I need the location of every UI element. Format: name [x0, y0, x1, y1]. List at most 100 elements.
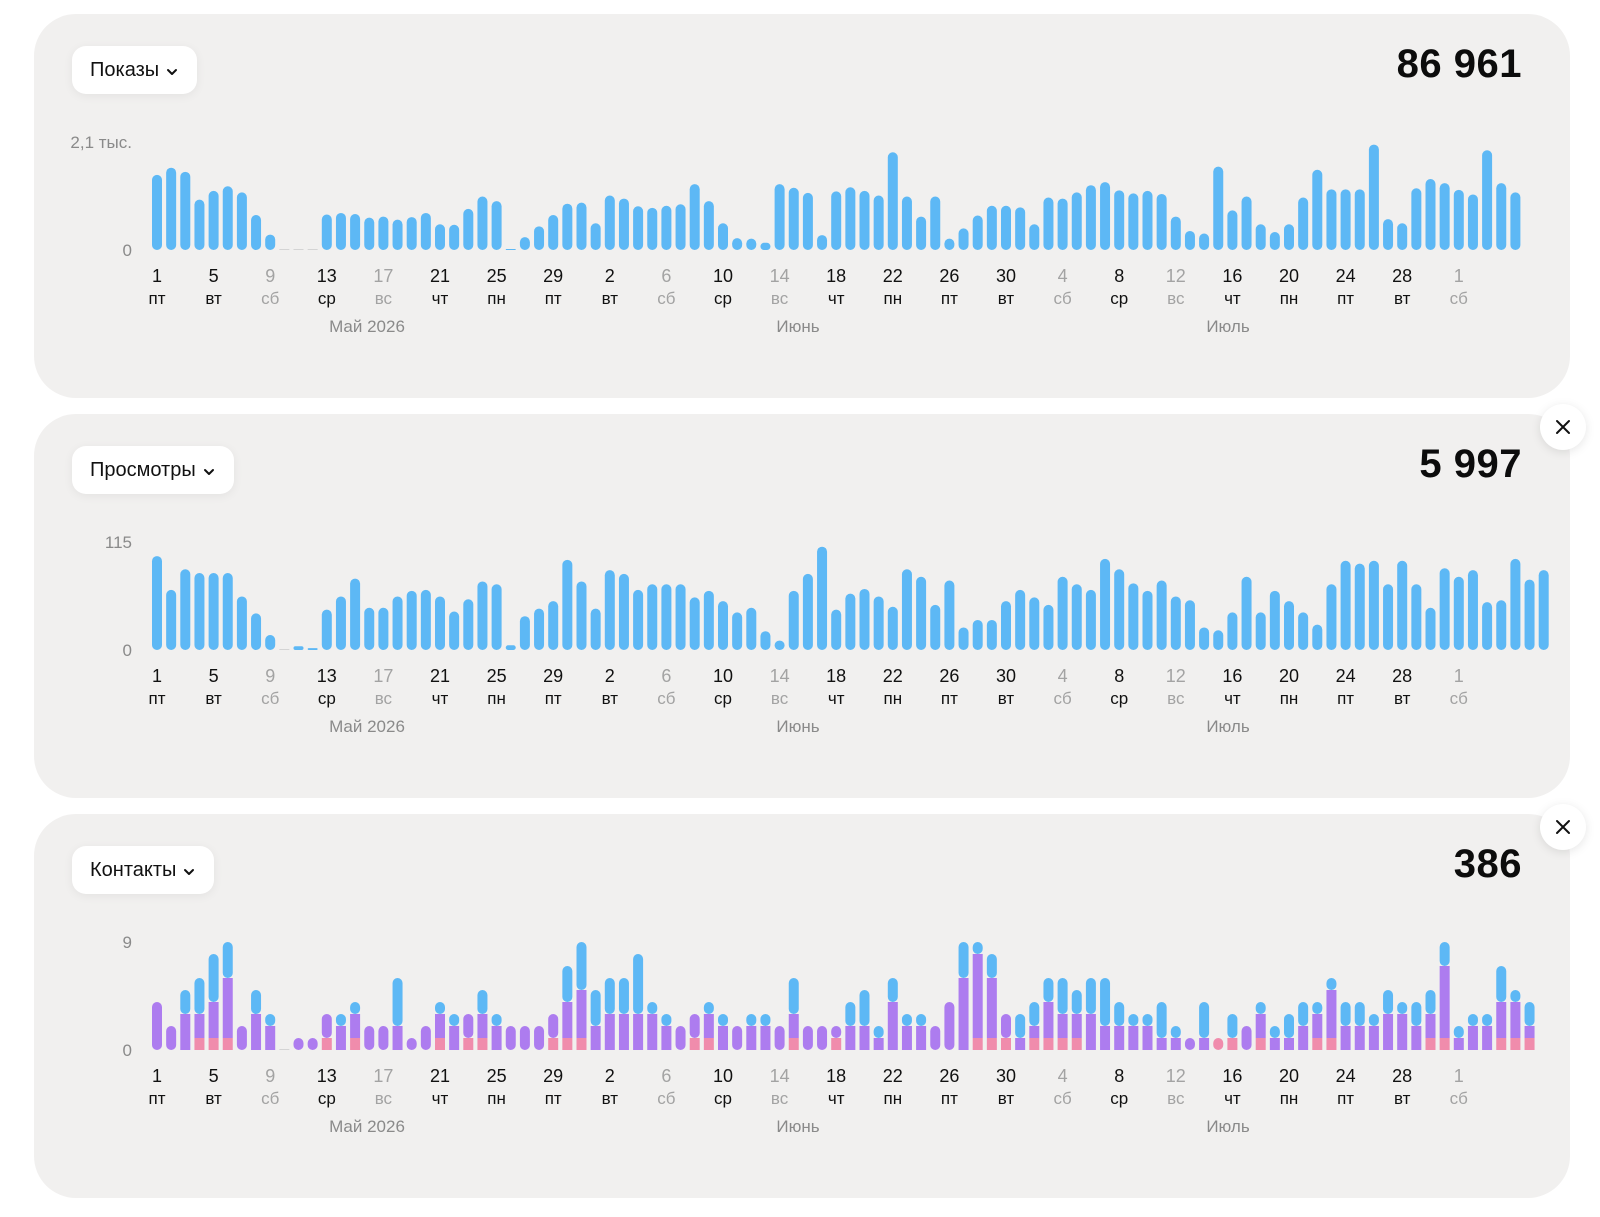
bar-segment-2 [1100, 978, 1111, 1026]
bar-segment-2 [859, 990, 870, 1026]
bar [420, 212, 431, 250]
bar [166, 167, 177, 250]
bar-segment-0 [1029, 1038, 1040, 1050]
x-tick-weekday: сб [657, 289, 676, 308]
x-tick-weekday: пн [884, 1089, 903, 1108]
bar [972, 619, 983, 650]
bar-segment-0 [477, 1038, 488, 1050]
bar-segment-2 [958, 942, 969, 978]
x-tick-weekday: сб [1053, 289, 1072, 308]
x-tick-day: 26 [939, 1066, 959, 1086]
x-tick-day: 1 [1454, 266, 1464, 286]
x-tick-day: 2 [605, 666, 615, 686]
bar-segment-1 [576, 990, 587, 1038]
x-tick-day: 12 [1166, 266, 1186, 286]
close-chart-button[interactable] [1540, 804, 1586, 850]
bar-segment-0 [1326, 1038, 1337, 1050]
x-tick-day: 25 [487, 1066, 507, 1086]
bar [477, 196, 488, 250]
bar-segment-0 [1425, 1038, 1436, 1050]
bar-segment-1 [647, 1014, 658, 1050]
bar-segment-2 [1467, 1014, 1478, 1026]
x-tick-day: 1 [152, 266, 162, 286]
bar-segment-1 [760, 1026, 771, 1050]
close-icon [1556, 820, 1570, 834]
bar [1043, 197, 1054, 250]
close-chart-button[interactable] [1540, 404, 1586, 450]
chevron-down-icon [202, 465, 216, 479]
x-month-label: Июль [1206, 317, 1250, 336]
bar-segment-0 [972, 1038, 983, 1050]
metric-dropdown[interactable]: Просмотры [72, 446, 234, 494]
bar [1142, 190, 1153, 250]
bar [661, 205, 672, 250]
bar [633, 206, 644, 250]
bar-segment-1 [463, 1014, 474, 1038]
bar-segment-2 [887, 978, 898, 1002]
x-tick-day: 17 [373, 266, 393, 286]
metric-dropdown[interactable]: Контакты [72, 846, 215, 894]
bar [1029, 224, 1040, 250]
bar-segment-2 [180, 990, 191, 1014]
bar-segment-1 [746, 1026, 757, 1050]
bar [1453, 576, 1464, 650]
bar-segment-2 [1156, 1002, 1167, 1038]
bar [859, 190, 870, 250]
bar-segment-1 [972, 954, 983, 1038]
bar-segment-0 [831, 1038, 842, 1050]
bar [1128, 193, 1139, 250]
x-tick-weekday: чт [828, 289, 845, 308]
x-tick-day: 28 [1392, 1066, 1412, 1086]
x-tick-weekday: ср [1110, 689, 1128, 708]
x-tick-weekday: ср [318, 289, 336, 308]
x-tick-weekday: пт [941, 289, 958, 308]
bar-segment-0 [1524, 1038, 1535, 1050]
bar-segment-1 [166, 1026, 177, 1050]
bar [1312, 624, 1323, 650]
x-tick-weekday: вс [1167, 289, 1185, 308]
bar [152, 556, 162, 650]
bar-segment-2 [392, 978, 403, 1026]
x-tick-day: 22 [883, 266, 903, 286]
bar-segment-1 [1397, 1014, 1408, 1050]
x-tick-weekday: пт [545, 1089, 562, 1108]
bar [194, 572, 205, 650]
bar-segment-1 [491, 1026, 502, 1050]
bar-segment-2 [972, 942, 983, 954]
x-month-label: Май 2026 [329, 1117, 405, 1136]
bar [1510, 192, 1521, 250]
bar-segment-0 [463, 1038, 474, 1050]
bar [406, 217, 417, 250]
metric-dropdown[interactable]: Показы [72, 46, 198, 94]
bar [420, 589, 431, 650]
bar [831, 609, 842, 650]
x-tick-weekday: вт [998, 689, 1015, 708]
x-tick-day: 29 [543, 266, 563, 286]
bar-segment-1 [1467, 1026, 1478, 1050]
x-tick-weekday: вс [375, 289, 393, 308]
bar-segment-1 [1298, 1026, 1309, 1050]
bar-segment-1 [1128, 1026, 1139, 1050]
bar [689, 597, 700, 650]
x-tick-weekday: вс [375, 689, 393, 708]
bar-segment-1 [208, 1002, 219, 1038]
bar [1538, 570, 1549, 650]
x-tick-day: 29 [543, 1066, 563, 1086]
x-tick-weekday: вт [998, 1089, 1015, 1108]
x-tick-weekday: пт [941, 689, 958, 708]
x-tick-weekday: ср [1110, 1089, 1128, 1108]
bar-segment-1 [788, 1014, 799, 1038]
bar [576, 202, 587, 250]
bar [689, 184, 700, 250]
bar [1071, 192, 1082, 250]
bar-segment-2 [1015, 1014, 1026, 1038]
bar [1100, 182, 1111, 250]
bar [1284, 601, 1294, 650]
bar [1354, 189, 1365, 250]
bar-segment-1 [180, 1014, 191, 1050]
bar-segment-1 [1326, 990, 1337, 1038]
bar-segment-2 [633, 954, 644, 1014]
bar-segment-2 [1284, 1014, 1294, 1038]
bar-segment-1 [1269, 1038, 1280, 1050]
bar [1298, 612, 1309, 650]
